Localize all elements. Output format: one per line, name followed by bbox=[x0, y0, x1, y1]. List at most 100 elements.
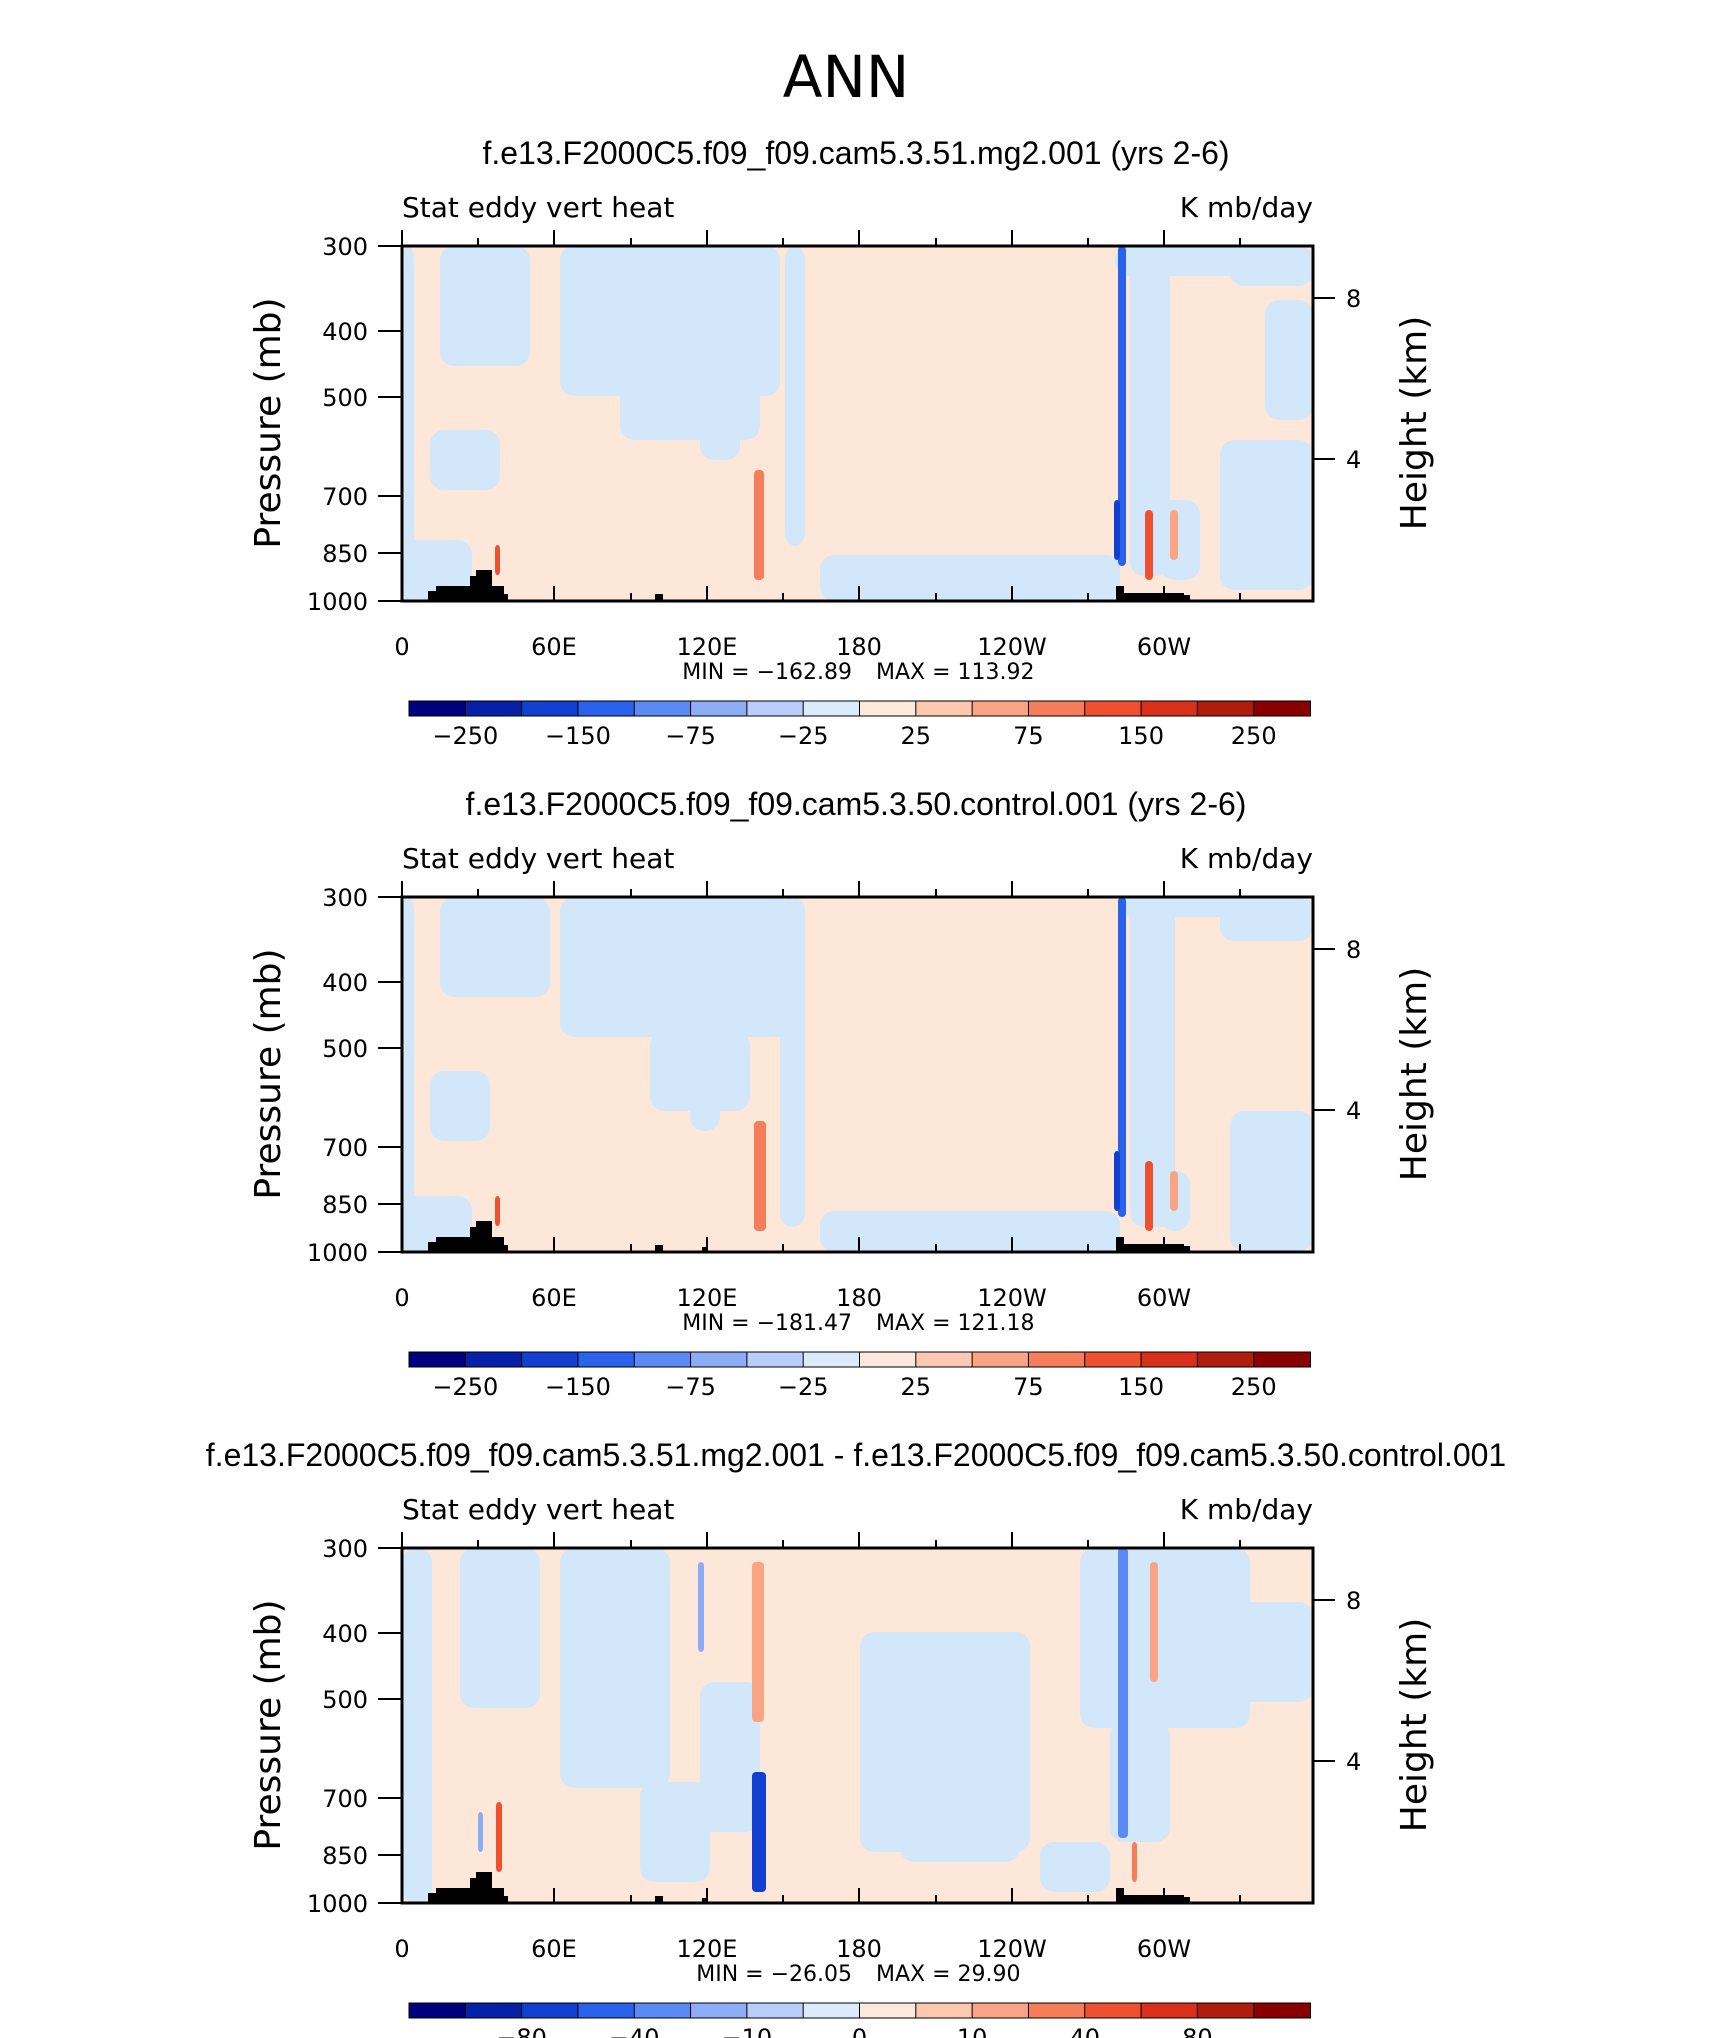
strong-anomaly bbox=[1114, 1151, 1120, 1211]
negative-region bbox=[1230, 1602, 1313, 1702]
strong-anomaly bbox=[495, 545, 500, 575]
colorbar-swatch bbox=[1253, 2002, 1311, 2019]
terrain-mask bbox=[1124, 1244, 1184, 1252]
terrain-mask bbox=[476, 1872, 492, 1903]
negative-region bbox=[1130, 246, 1170, 576]
x-tick-label: 0 bbox=[394, 1284, 409, 1312]
terrain-mask bbox=[702, 1898, 708, 1903]
y-axis-title: Pressure (mb) bbox=[248, 1599, 289, 1850]
x-tick-label: 120E bbox=[677, 1284, 738, 1312]
colorbar-swatch bbox=[915, 1351, 974, 1368]
colorbar-label: −150 bbox=[545, 722, 611, 750]
terrain-mask bbox=[1182, 1246, 1190, 1252]
colorbar-label: −250 bbox=[432, 722, 498, 750]
panel-title: f.e13.F2000C5.f09_f09.cam5.3.50.control.… bbox=[466, 786, 1247, 822]
colorbar-label: −10 bbox=[722, 2024, 773, 2038]
y-tick-label: 850 bbox=[322, 1842, 368, 1870]
colorbar-swatch bbox=[521, 700, 579, 717]
strong-anomaly bbox=[1118, 246, 1126, 566]
terrain-mask bbox=[1182, 1897, 1190, 1903]
colorbar-swatch bbox=[746, 2002, 805, 2019]
colorbar-swatch bbox=[971, 2002, 1030, 2019]
negative-region bbox=[1160, 500, 1200, 580]
negative-region bbox=[440, 897, 550, 997]
strong-anomaly bbox=[1114, 500, 1120, 560]
colorbar-swatch bbox=[746, 700, 805, 717]
negative-region bbox=[1040, 1842, 1110, 1892]
colorbar-label: −250 bbox=[432, 1373, 498, 1401]
colorbar-swatch bbox=[1140, 1351, 1199, 1368]
x-tick-label: 0 bbox=[394, 633, 409, 661]
strong-anomaly bbox=[1132, 1842, 1137, 1882]
colorbar-label: 40 bbox=[1069, 2024, 1100, 2038]
units-label: K mb/day bbox=[1180, 842, 1313, 875]
terrain-mask bbox=[500, 1896, 508, 1903]
min-label: MIN = −162.89 bbox=[682, 660, 852, 685]
negative-region bbox=[1130, 897, 1175, 1227]
negative-region bbox=[820, 555, 1120, 601]
colorbar-swatch bbox=[1084, 700, 1143, 717]
strong-anomaly bbox=[495, 1196, 500, 1226]
colorbar-swatch bbox=[802, 700, 861, 717]
negative-region bbox=[900, 1762, 1020, 1862]
y-tick-label: 400 bbox=[322, 969, 368, 997]
x-tick-label: 60E bbox=[531, 1935, 577, 1963]
colorbar-label: 250 bbox=[1231, 1373, 1277, 1401]
colorbar-swatch bbox=[633, 700, 692, 717]
colorbar-swatch bbox=[577, 2002, 636, 2019]
terrain-mask bbox=[702, 1247, 708, 1252]
negative-region bbox=[402, 540, 472, 601]
x-tick-label: 60W bbox=[1137, 1284, 1191, 1312]
x-tick-label: 60W bbox=[1137, 633, 1191, 661]
y-axis-title: Pressure (mb) bbox=[248, 297, 289, 548]
terrain-mask bbox=[1116, 1888, 1124, 1903]
y-right-tick-label: 8 bbox=[1346, 936, 1361, 964]
terrain-mask bbox=[436, 586, 474, 601]
terrain-mask bbox=[655, 1245, 663, 1252]
y-tick-label: 300 bbox=[322, 884, 368, 912]
negative-region bbox=[402, 246, 414, 601]
colorbar-label: −75 bbox=[665, 1373, 716, 1401]
colorbar-swatch bbox=[408, 2002, 467, 2019]
field-label: Stat eddy vert heat bbox=[402, 1493, 674, 1526]
terrain-mask bbox=[1124, 593, 1184, 601]
y-tick-label: 700 bbox=[322, 1134, 368, 1162]
main-title: ANN bbox=[783, 43, 909, 111]
colorbar-swatch bbox=[464, 1351, 523, 1368]
strong-anomaly bbox=[698, 1562, 704, 1652]
terrain-mask bbox=[655, 1896, 663, 1903]
negative-region bbox=[1080, 1548, 1250, 1728]
negative-region bbox=[560, 246, 780, 396]
plot-frame bbox=[400, 895, 1315, 1254]
strong-anomaly bbox=[1118, 1548, 1128, 1838]
terrain-mask bbox=[500, 594, 508, 601]
colorbar-swatch bbox=[915, 700, 974, 717]
x-tick-label: 180 bbox=[836, 1935, 882, 1963]
y-right-axis-title: Height (km) bbox=[1394, 967, 1435, 1181]
x-tick-label: 180 bbox=[836, 633, 882, 661]
units-label: K mb/day bbox=[1180, 191, 1313, 224]
colorbar-swatch bbox=[1027, 2002, 1086, 2019]
terrain-mask bbox=[428, 591, 442, 601]
terrain-mask bbox=[655, 594, 663, 601]
terrain-mask bbox=[428, 1242, 442, 1252]
colorbar-swatch bbox=[802, 2002, 861, 2019]
strong-anomaly bbox=[478, 1812, 483, 1852]
colorbar-label: −40 bbox=[609, 2024, 660, 2038]
negative-region bbox=[440, 246, 530, 366]
y-tick-label: 700 bbox=[322, 483, 368, 511]
x-tick-label: 120W bbox=[977, 633, 1047, 661]
y-tick-label: 1000 bbox=[307, 1239, 368, 1267]
colorbar-label: 75 bbox=[1013, 722, 1044, 750]
colorbar-swatch bbox=[690, 700, 748, 717]
colorbar-swatch bbox=[971, 1351, 1030, 1368]
max-label: MAX = 113.92 bbox=[876, 660, 1035, 685]
x-tick-label: 180 bbox=[836, 1284, 882, 1312]
negative-region bbox=[1220, 440, 1313, 590]
x-tick-label: 60W bbox=[1137, 1935, 1191, 1963]
colorbar-label: 25 bbox=[901, 1373, 932, 1401]
colorbar-label: −75 bbox=[665, 722, 716, 750]
colorbar-label: 0 bbox=[852, 2024, 867, 2038]
y-tick-label: 500 bbox=[322, 1686, 368, 1714]
